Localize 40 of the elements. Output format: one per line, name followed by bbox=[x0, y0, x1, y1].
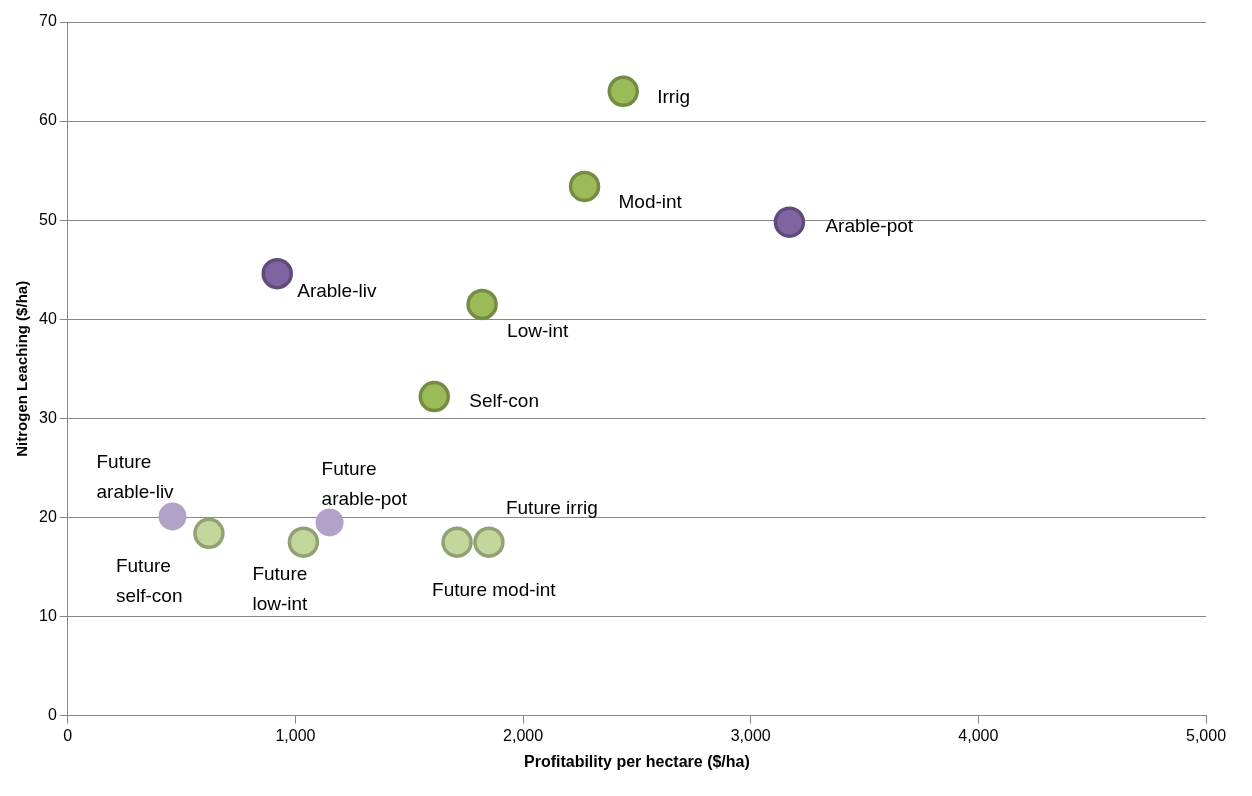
x-tick-label: 2,000 bbox=[503, 726, 544, 744]
annotation: Irrig bbox=[657, 85, 690, 107]
x-tick-label: 1,000 bbox=[275, 726, 316, 744]
point bbox=[261, 257, 293, 290]
x-tick-label: 0 bbox=[63, 726, 73, 744]
y-tick-label: 70 bbox=[39, 12, 57, 30]
annotation: Future arable-liv bbox=[96, 450, 175, 502]
point bbox=[466, 288, 498, 321]
point bbox=[473, 526, 505, 558]
point bbox=[441, 526, 473, 558]
annotation: Future self-con bbox=[115, 554, 183, 606]
annotation: Future low-int bbox=[252, 563, 309, 615]
annotation: Arable-liv bbox=[297, 279, 377, 301]
annotation: Self-con bbox=[469, 389, 539, 411]
y-tick-label: 60 bbox=[39, 111, 57, 129]
x-tick-label: 5,000 bbox=[1185, 726, 1227, 744]
y-tick-label: 0 bbox=[47, 706, 57, 724]
annotation: Arable-pot bbox=[825, 215, 914, 237]
point bbox=[418, 380, 451, 413]
annotation: Future mod-int bbox=[432, 579, 557, 601]
x-tick-label: 3,000 bbox=[730, 726, 771, 744]
y-axis-title: Nitrogen Leaching ($/ha) bbox=[13, 280, 31, 457]
point bbox=[773, 206, 806, 238]
point bbox=[287, 526, 320, 558]
point bbox=[193, 517, 225, 550]
annotation: Mod-int bbox=[618, 190, 683, 212]
point bbox=[607, 75, 639, 108]
annotation: Future arable-pot bbox=[321, 457, 408, 509]
point bbox=[315, 508, 344, 537]
annotation: Future irrig bbox=[505, 497, 598, 519]
y-tick-label: 40 bbox=[39, 309, 57, 327]
annotation: Low-int bbox=[507, 319, 570, 341]
y-tick-label: 30 bbox=[39, 408, 57, 426]
x-tick-label: 4,000 bbox=[958, 726, 999, 744]
x-axis-title: Profitability per hectare ($/ha) bbox=[523, 752, 750, 770]
point bbox=[158, 502, 187, 531]
y-tick-label: 10 bbox=[39, 606, 57, 624]
y-tick-label: 20 bbox=[39, 507, 57, 525]
y-tick-label: 50 bbox=[39, 210, 57, 228]
point bbox=[568, 170, 601, 203]
